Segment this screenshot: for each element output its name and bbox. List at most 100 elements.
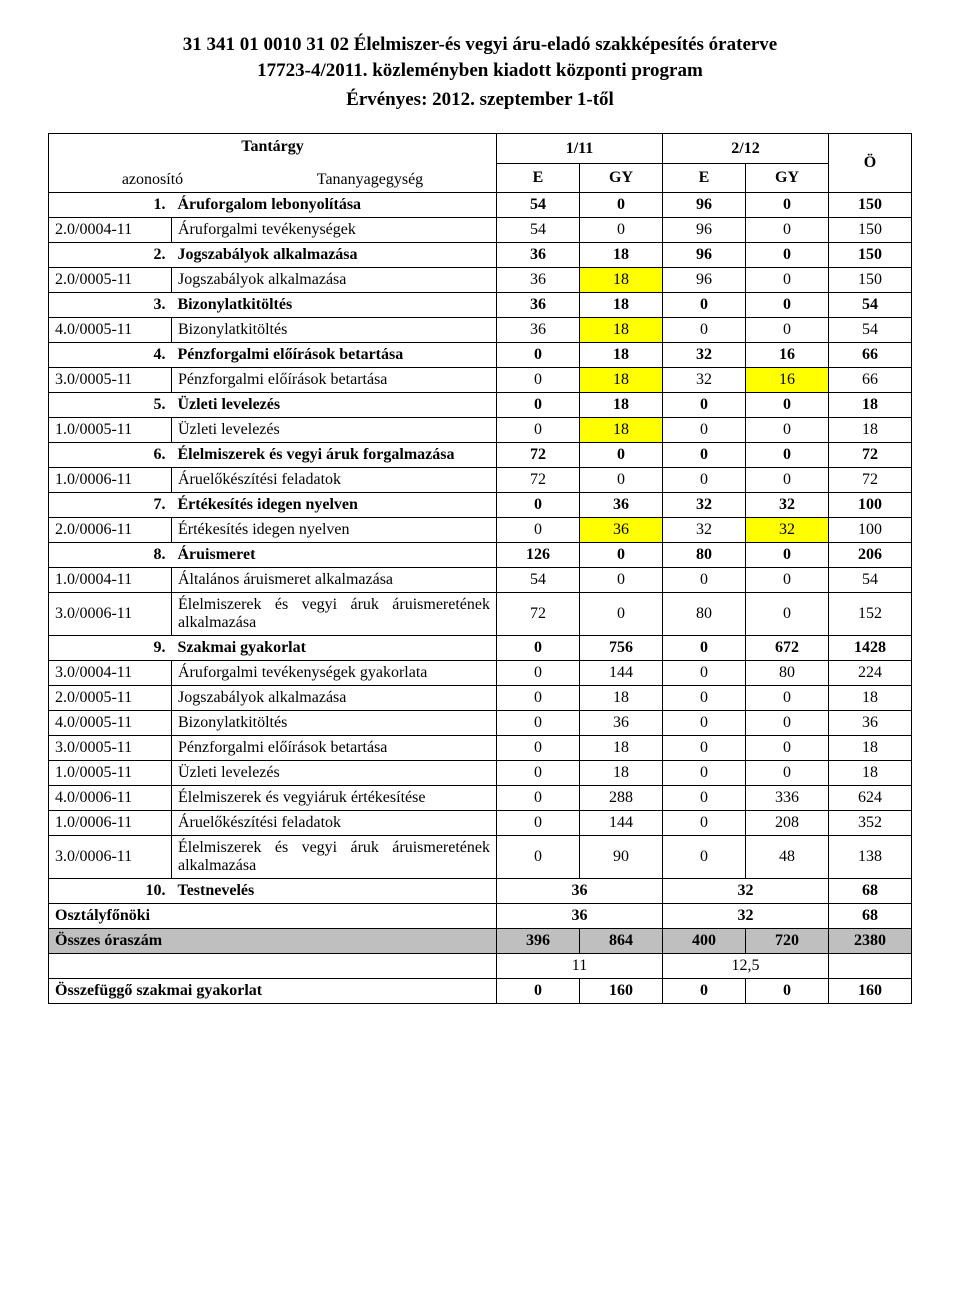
table-row: 2.0/0006-11Értékesítés idegen nyelven036…	[49, 518, 912, 543]
table-row: 6.Élelmiszerek és vegyi áruk forgalmazás…	[49, 443, 912, 468]
cell-value: 0	[746, 736, 829, 761]
table-row: 3.0/0005-11Pénzforgalmi előírások betart…	[49, 736, 912, 761]
header-gy1: GY	[580, 163, 663, 193]
table-row: 5.Üzleti levelezés0180018	[49, 393, 912, 418]
cell-value: 36	[497, 904, 663, 929]
cell-value: 0	[580, 468, 663, 493]
cell-value: 0	[580, 218, 663, 243]
cell-value: 160	[580, 979, 663, 1004]
row-description	[49, 954, 497, 979]
cell-total: 100	[829, 518, 912, 543]
row-number: 10.	[49, 879, 172, 904]
cell-value: 0	[663, 418, 746, 443]
cell-value: 0	[497, 518, 580, 543]
row-description: Osztályfőnöki	[49, 904, 497, 929]
cell-value: 36	[580, 493, 663, 518]
cell-total: 2380	[829, 929, 912, 954]
row-description: Bizonylatkitöltés	[172, 318, 497, 343]
cell-value: 0	[663, 393, 746, 418]
row-description: Áruforgalom lebonyolítása	[172, 193, 497, 218]
table-row: 1.Áruforgalom lebonyolítása540960150	[49, 193, 912, 218]
cell-total: 18	[829, 418, 912, 443]
cell-value: 16	[746, 343, 829, 368]
cell-value: 0	[497, 811, 580, 836]
table-row: 9.Szakmai gyakorlat075606721428	[49, 636, 912, 661]
cell-total: 68	[829, 879, 912, 904]
cell-value: 0	[497, 418, 580, 443]
cell-value: 18	[580, 761, 663, 786]
row-description: Élelmiszerek és vegyi áruk áruismereténe…	[172, 593, 497, 636]
row-description: Élelmiszerek és vegyiáruk értékesítése	[172, 786, 497, 811]
cell-total: 1428	[829, 636, 912, 661]
row-description: Jogszabályok alkalmazása	[172, 268, 497, 293]
row-description: Összes óraszám	[49, 929, 497, 954]
cell-value: 36	[580, 518, 663, 543]
row-description: Általános áruismeret alkalmazása	[172, 568, 497, 593]
header-year2: 2/12	[663, 134, 829, 164]
cell-total: 100	[829, 493, 912, 518]
row-code: 4.0/0005-11	[49, 711, 172, 736]
row-description: Áruforgalmi tevékenységek gyakorlata	[172, 661, 497, 686]
table-row: 3.Bizonylatkitöltés36180054	[49, 293, 912, 318]
cell-value: 18	[580, 268, 663, 293]
cell-total	[829, 954, 912, 979]
table-row: 10.Testnevelés363268	[49, 879, 912, 904]
cell-total: 72	[829, 468, 912, 493]
table-row: 3.0/0006-11Élelmiszerek és vegyi áruk ár…	[49, 593, 912, 636]
cell-total: 18	[829, 393, 912, 418]
cell-value: 32	[663, 493, 746, 518]
table-row: 4.0/0006-11Élelmiszerek és vegyiáruk ért…	[49, 786, 912, 811]
cell-value: 0	[497, 661, 580, 686]
row-description: Bizonylatkitöltés	[172, 711, 497, 736]
cell-value: 18	[580, 318, 663, 343]
cell-value: 144	[580, 661, 663, 686]
row-code: 3.0/0006-11	[49, 593, 172, 636]
cell-total: 68	[829, 904, 912, 929]
cell-value: 0	[663, 468, 746, 493]
cell-value: 0	[746, 593, 829, 636]
cell-total: 138	[829, 836, 912, 879]
cell-value: 0	[497, 736, 580, 761]
cell-value: 0	[663, 636, 746, 661]
cell-total: 152	[829, 593, 912, 636]
row-description: Pénzforgalmi előírások betartása	[172, 368, 497, 393]
cell-value: 96	[663, 268, 746, 293]
cell-value: 0	[663, 293, 746, 318]
table-row: 2.0/0005-11Jogszabályok alkalmazása01800…	[49, 686, 912, 711]
row-number: 1.	[49, 193, 172, 218]
cell-value: 96	[663, 243, 746, 268]
cell-value: 32	[663, 518, 746, 543]
cell-value: 0	[746, 243, 829, 268]
row-description: Üzleti levelezés	[172, 761, 497, 786]
table-row: 2.Jogszabályok alkalmazása3618960150	[49, 243, 912, 268]
table-row: Osztályfőnöki363268	[49, 904, 912, 929]
cell-total: 18	[829, 686, 912, 711]
cell-value: 0	[663, 568, 746, 593]
table-row: 3.0/0004-11Áruforgalmi tevékenységek gya…	[49, 661, 912, 686]
cell-value: 0	[663, 811, 746, 836]
cell-total: 150	[829, 218, 912, 243]
cell-value: 0	[746, 568, 829, 593]
cell-value: 396	[497, 929, 580, 954]
cell-value: 18	[580, 343, 663, 368]
row-code: 3.0/0004-11	[49, 661, 172, 686]
cell-value: 756	[580, 636, 663, 661]
curriculum-table: Tantárgy azonosító Tananyagegység 1/11 2…	[48, 133, 912, 1004]
row-code: 1.0/0005-11	[49, 418, 172, 443]
cell-value: 54	[497, 218, 580, 243]
cell-value: 0	[497, 786, 580, 811]
cell-value: 54	[497, 568, 580, 593]
cell-value: 0	[663, 318, 746, 343]
cell-value: 0	[663, 736, 746, 761]
header-azonosito: azonosító	[122, 171, 183, 189]
cell-value: 36	[497, 243, 580, 268]
cell-total: 54	[829, 293, 912, 318]
cell-value: 32	[746, 493, 829, 518]
row-description: Jogszabályok alkalmazása	[172, 686, 497, 711]
cell-value: 0	[746, 318, 829, 343]
cell-value: 32	[663, 368, 746, 393]
cell-value: 0	[497, 343, 580, 368]
cell-value: 32	[663, 343, 746, 368]
table-row: 4.0/0005-11Bizonylatkitöltés0360036	[49, 711, 912, 736]
table-row: 3.0/0006-11Élelmiszerek és vegyi áruk ár…	[49, 836, 912, 879]
